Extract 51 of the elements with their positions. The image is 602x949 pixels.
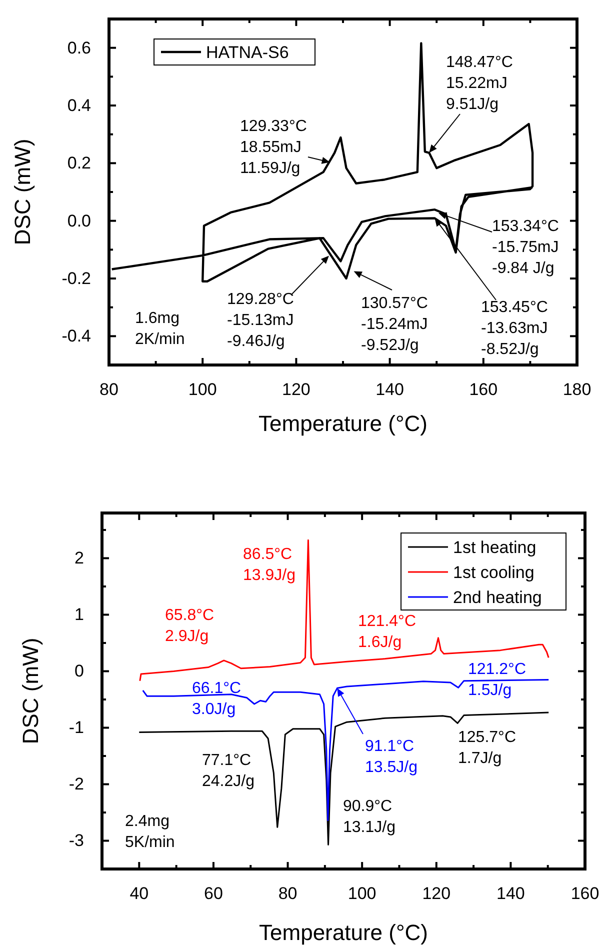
legend-label: 2nd heating <box>453 588 542 607</box>
y-tick-label: -0.2 <box>62 268 91 288</box>
x-axis-title: Temperature (°C) <box>259 920 428 945</box>
annotation: 153.34°C -15.75mJ -9.84 J/g <box>492 218 559 277</box>
line-series <box>139 539 550 682</box>
x-tick-label: 160 <box>570 884 600 904</box>
y-axis-title: DSC (mW) <box>18 638 43 744</box>
y-tick-label: -1 <box>68 718 84 738</box>
y-tick-label: 2 <box>74 548 84 568</box>
y-tick-label: 0.6 <box>67 38 91 58</box>
annotation: 65.8°C 2.9J/g <box>165 607 214 645</box>
annotation: 125.7°C 1.7J/g <box>458 729 516 767</box>
x-tick-label: 120 <box>282 380 310 400</box>
y-tick-label: 0.4 <box>67 96 91 115</box>
annotation: 121.2°C 1.5J/g <box>468 661 526 699</box>
x-tick-label: 100 <box>348 884 376 904</box>
x-tick-label: 80 <box>100 380 118 400</box>
x-tick-label: 140 <box>376 380 404 400</box>
annotation: 90.9°C 13.1J/g <box>343 798 396 836</box>
x-tick-label: 120 <box>422 884 451 904</box>
y-tick-label: 1 <box>74 605 84 624</box>
legend-label: HATNA-S6 <box>206 43 289 62</box>
x-tick-label: 80 <box>278 884 298 904</box>
annotation: 1.6mg 2K/min <box>135 310 185 348</box>
annotation: 153.45°C -13.63mJ -8.52J/g <box>481 299 548 358</box>
annotation: 130.57°C -15.24mJ -9.52J/g <box>361 295 428 354</box>
annotation: 2.4mg 5K/min <box>125 813 175 851</box>
y-tick-label: -0.4 <box>62 326 91 346</box>
annotation: 148.47°C 15.22mJ 9.51J/g <box>446 54 513 113</box>
x-tick-label: 100 <box>188 380 217 400</box>
annotation: 77.1°C 24.2J/g <box>202 752 254 790</box>
annotation: 129.28°C -15.13mJ -9.46J/g <box>227 291 294 350</box>
x-axis-title: Temperature (°C) <box>258 411 428 436</box>
annotation: 91.1°C 13.5J/g <box>365 738 418 776</box>
annotation: 129.33°C 18.55mJ 11.59J/g <box>240 118 307 177</box>
x-tick-label: 160 <box>469 380 498 400</box>
x-tick-label: 140 <box>496 884 525 904</box>
legend-label: 1st cooling <box>453 563 534 582</box>
x-tick-label: 40 <box>130 884 149 904</box>
y-tick-label: 0 <box>74 662 84 681</box>
annotation: 66.1°C 3.0J/g <box>192 680 242 718</box>
x-tick-label: 180 <box>562 380 592 400</box>
y-axis-title: DSC (mW) <box>10 138 35 246</box>
annotation: 86.5°C 13.9J/g <box>243 546 296 584</box>
x-tick-label: 60 <box>204 884 223 904</box>
y-tick-label: -3 <box>68 831 84 850</box>
y-tick-label: 0.2 <box>67 154 91 173</box>
y-tick-label: -2 <box>68 774 84 794</box>
y-tick-label: 0.0 <box>67 211 91 230</box>
legend-label: 1st heating <box>453 538 536 557</box>
annotation: 121.4°C 1.6J/g <box>358 613 416 651</box>
